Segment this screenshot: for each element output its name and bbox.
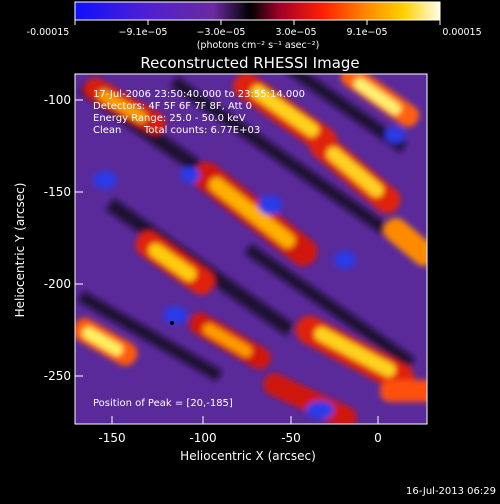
- plot-title: Reconstructed RHESSI Image: [140, 54, 359, 72]
- colorbar: -0.00015 −9.1e−05 −3.0e−05 3.0e−05 9.1e−…: [27, 1, 482, 51]
- info-time-range: 17-Jul-2006 23:50:40.000 to 23:55:14.000: [93, 89, 305, 100]
- x-tick-label: -100: [189, 431, 216, 445]
- x-axis-label: Heliocentric X (arcsec): [180, 449, 316, 463]
- y-tick-label: -100: [44, 93, 71, 107]
- y-tick-label: -150: [44, 185, 71, 199]
- colorbar-tick-label: 0.00015: [442, 27, 481, 38]
- peak-marker: [170, 321, 174, 325]
- colorbar-tick-label: −9.1e−05: [119, 27, 168, 38]
- rhessi-image: [75, 74, 427, 424]
- info-counts: Total counts: 6.77E+03: [143, 125, 260, 136]
- info-detectors: Detectors: 4F 5F 6F 7F 8F, Att 0: [93, 101, 252, 112]
- colorbar-tick-label: 3.0e−05: [275, 27, 316, 38]
- x-tick-label: -50: [281, 431, 301, 445]
- info-peak: Position of Peak = [20,-185]: [93, 398, 233, 409]
- x-tick-label: -150: [98, 431, 125, 445]
- colorbar-tick-label: -0.00015: [27, 27, 70, 38]
- info-energy: Energy Range: 25.0 - 50.0 keV: [93, 113, 246, 124]
- colorbar-gradient: [74, 1, 441, 21]
- colorbar-tick-label: −3.0e−05: [197, 27, 246, 38]
- info-method: Clean: [93, 125, 121, 136]
- x-tick-label: 0: [374, 431, 382, 445]
- colorbar-tick-label: 9.1e−05: [346, 27, 387, 38]
- footer-timestamp: 16-Jul-2013 06:29: [406, 486, 496, 497]
- plot-frame: [74, 73, 428, 425]
- y-tick-label: -200: [44, 277, 71, 291]
- y-axis-label: Heliocentric Y (arcsec): [13, 183, 27, 318]
- colorbar-unit: (photons cm⁻² s⁻¹ asec⁻²): [197, 40, 320, 51]
- y-tick-label: -250: [44, 369, 71, 383]
